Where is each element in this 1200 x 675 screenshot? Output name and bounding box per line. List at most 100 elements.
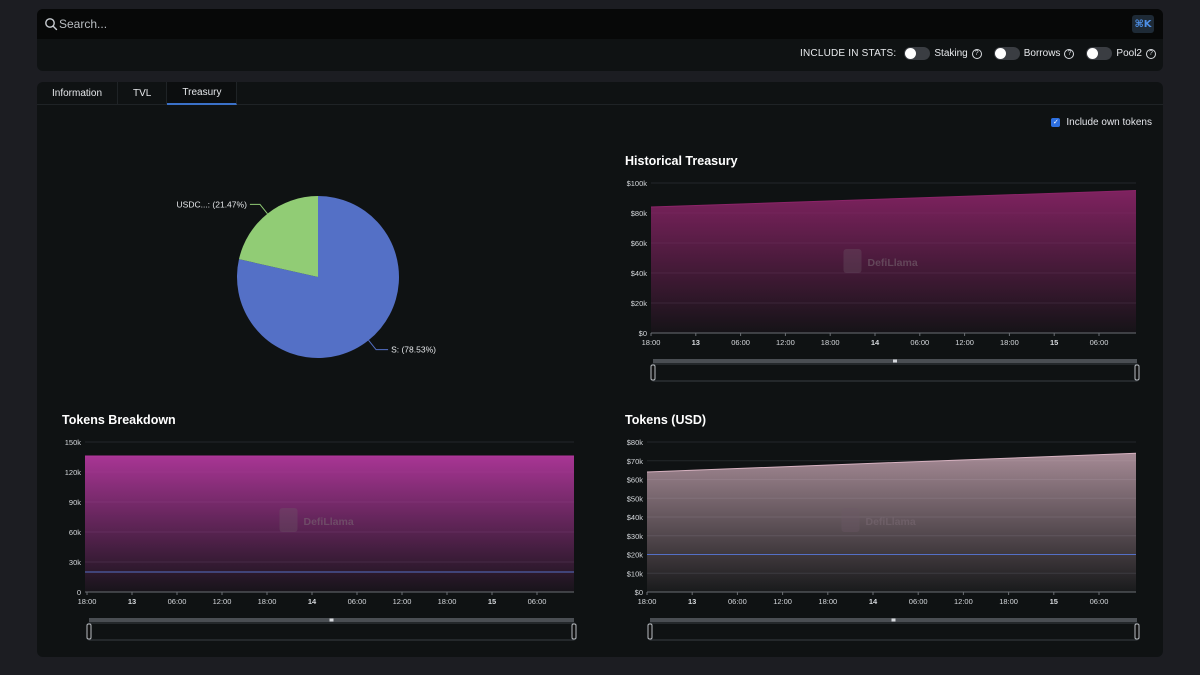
zoom-slider-window[interactable]	[649, 622, 1138, 641]
x-tick-label: 18:00	[818, 597, 837, 606]
y-tick-label: $40k	[627, 513, 644, 522]
x-tick-label: 18:00	[999, 597, 1018, 606]
stats-label: INCLUDE IN STATS:	[800, 48, 897, 59]
tab-treasury[interactable]: Treasury	[167, 82, 238, 105]
include-own-tokens-label: Include own tokens	[1066, 117, 1152, 128]
borrows-label: Borrows	[1023, 48, 1061, 59]
pie-label-s: S: (78.53%)	[391, 345, 436, 355]
watermark-text: DefiLlama	[304, 516, 354, 528]
y-tick-label: $0	[639, 329, 647, 338]
zoom-slider-grip[interactable]	[893, 359, 897, 363]
pie-leader-line	[368, 339, 389, 351]
x-tick-label: 06:00	[1090, 338, 1109, 347]
zoom-handle-right[interactable]	[571, 623, 577, 640]
x-tick-label: 06:00	[731, 338, 750, 347]
x-tick-label: 12:00	[393, 597, 412, 606]
x-tick-label: 06:00	[910, 338, 929, 347]
x-tick-label: 12:00	[954, 597, 973, 606]
area-series-treasury[interactable]	[651, 190, 1136, 334]
watermark-text: DefiLlama	[868, 257, 918, 269]
x-tick-label: 18:00	[821, 338, 840, 347]
staking-toggle[interactable]	[904, 47, 931, 60]
y-tick-label: 150k	[65, 438, 82, 447]
watermark-logo	[841, 508, 860, 532]
y-tick-label: 60k	[69, 528, 81, 537]
pie-slice-s[interactable]	[236, 196, 399, 358]
x-tick-label: 15	[1050, 338, 1058, 347]
y-tick-label: $30k	[627, 532, 644, 541]
shortcut-badge: ⌘K	[1132, 15, 1154, 33]
x-tick-label: 12:00	[955, 338, 974, 347]
x-tick-label: 12:00	[773, 597, 792, 606]
tokens-breakdown-title: Tokens Breakdown	[62, 413, 176, 427]
zoom-handle-left[interactable]	[647, 623, 653, 640]
y-tick-label: 90k	[69, 498, 81, 507]
watermark-logo	[843, 249, 862, 273]
treasury-panel: Information TVL Treasury ✓ Include own t…	[37, 82, 1163, 657]
help-icon[interactable]: ?	[971, 48, 982, 59]
pie-slice-usdc[interactable]	[238, 196, 318, 277]
area-series-s[interactable]	[647, 453, 1136, 592]
tokens-usd-title: Tokens (USD)	[625, 413, 707, 427]
x-tick-label: 13	[692, 338, 700, 347]
y-tick-label: $40k	[631, 269, 648, 278]
charts-canvas: S: (78.53%) USDC...: (21.47%) $0 $20k $40k…	[65, 179, 1140, 641]
help-icon[interactable]: ?	[1064, 48, 1075, 59]
pool2-label: Pool2	[1116, 48, 1142, 59]
pie-label-usdc: USDC...: (21.47%)	[177, 199, 248, 209]
area-series-s[interactable]	[85, 456, 574, 592]
tab-tvl[interactable]: TVL	[118, 82, 168, 105]
x-tick-label: 06:00	[168, 597, 187, 606]
x-tick-label: 18:00	[642, 338, 661, 347]
y-tick-label: $70k	[627, 457, 644, 466]
zoom-slider-grip[interactable]	[329, 618, 334, 622]
zoom-handle-right[interactable]	[1134, 623, 1140, 640]
x-tick-label: 13	[128, 597, 136, 606]
pool2-toggle[interactable]	[1086, 47, 1113, 60]
search-bar[interactable]: ⌘K	[37, 9, 1163, 39]
x-tick-label: 15	[488, 597, 496, 606]
tab-information[interactable]: Information	[37, 82, 119, 105]
y-tick-label: $60k	[631, 239, 648, 248]
watermark-logo	[279, 508, 298, 532]
zoom-slider-grip[interactable]	[891, 618, 896, 622]
staking-label: Staking	[934, 48, 968, 59]
area-line	[650, 190, 1137, 208]
y-tick-label: $80k	[627, 438, 644, 447]
x-tick-label: 06:00	[1090, 597, 1109, 606]
x-tick-label: 06:00	[348, 597, 367, 606]
historical-treasury-chart: $0 $20k $40k $60k $80k $100k 18:00 13 06:00 12:00…	[627, 179, 1140, 382]
zoom-slider-window[interactable]	[88, 622, 575, 641]
include-own-tokens[interactable]: ✓ Include own tokens	[1051, 117, 1152, 128]
top-bar: ⌘K INCLUDE IN STATS: Staking ? Borrows ?…	[37, 9, 1163, 71]
zoom-handle-left[interactable]	[86, 623, 92, 640]
x-tick-label: 18:00	[1000, 338, 1019, 347]
search-icon	[45, 18, 58, 31]
y-tick-label: $20k	[627, 551, 644, 560]
y-tick-label: 30k	[69, 558, 81, 567]
tokens-breakdown-chart: 0 30k 60k 90k 120k 150k 18:00 13 06:00 12:00 18:00…	[65, 438, 577, 641]
x-tick-label: 12:00	[213, 597, 232, 606]
y-tick-label: 0	[77, 588, 81, 597]
include-own-tokens-checkbox[interactable]: ✓	[1051, 118, 1061, 127]
y-tick-label: $80k	[631, 209, 648, 218]
x-tick-label: 18:00	[438, 597, 457, 606]
zoom-handle-left[interactable]	[650, 364, 656, 381]
x-tick-label: 18:00	[78, 597, 97, 606]
zoom-slider-window[interactable]	[652, 363, 1138, 382]
x-tick-label: 14	[869, 597, 878, 606]
pie-leader-line	[249, 203, 268, 215]
x-tick-label: 13	[688, 597, 696, 606]
borrows-toggle[interactable]	[993, 47, 1020, 60]
zoom-handle-right[interactable]	[1134, 364, 1140, 381]
pie-chart: S: (78.53%) USDC...: (21.47%)	[177, 196, 436, 358]
help-icon[interactable]: ?	[1146, 48, 1156, 59]
search-input[interactable]	[59, 13, 1059, 35]
y-tick-label: $20k	[631, 299, 648, 308]
x-tick-label: 18:00	[258, 597, 277, 606]
y-tick-label: $60k	[627, 476, 644, 485]
y-tick-label: $100k	[627, 179, 648, 188]
x-tick-label: 12:00	[776, 338, 795, 347]
include-in-stats: INCLUDE IN STATS: Staking ? Borrows ? Po…	[800, 47, 1156, 60]
x-tick-label: 14	[871, 338, 880, 347]
